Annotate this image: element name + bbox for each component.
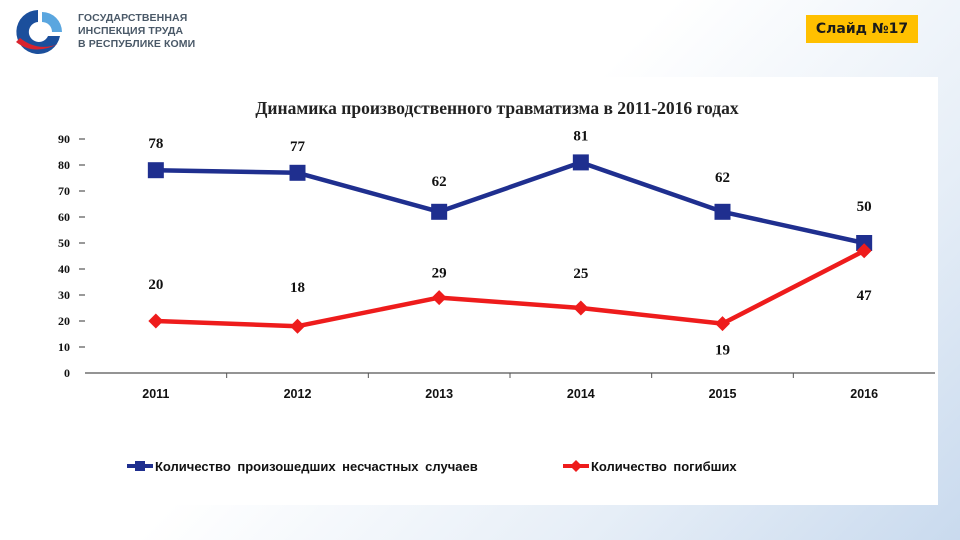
- y-tick-label: 30: [58, 288, 70, 302]
- series-line: [155, 160, 865, 246]
- line-chart: Динамика производственного травматизма в…: [58, 98, 935, 474]
- y-tick-label: 60: [58, 210, 70, 224]
- data-label: 29: [432, 266, 447, 282]
- data-point-marker: [856, 243, 872, 259]
- data-label: 47: [857, 288, 873, 304]
- data-label: 78: [148, 136, 163, 152]
- y-tick-label: 20: [58, 314, 70, 328]
- logo: ГОСУДАРСТВЕННАЯ ИНСПЕКЦИЯ ТРУДА В РЕСПУБ…: [8, 6, 208, 58]
- data-point-marker: [572, 154, 589, 171]
- data-label: 81: [573, 128, 588, 144]
- logo-line: В РЕСПУБЛИКЕ КОМИ: [78, 38, 196, 50]
- legend-label: Количество погибших: [591, 459, 737, 474]
- x-tick-label: 2016: [850, 387, 878, 401]
- y-tick-label: 0: [64, 366, 70, 380]
- x-tick-label: 2011: [142, 387, 169, 401]
- data-point-marker: [715, 316, 730, 332]
- data-label: 18: [290, 280, 305, 296]
- data-point-marker: [147, 162, 164, 179]
- y-tick-label: 40: [58, 262, 70, 276]
- data-point-marker: [289, 164, 306, 181]
- data-point-marker: [431, 203, 448, 220]
- data-label: 77: [290, 139, 306, 155]
- slide-number-badge: Слайд №17: [806, 15, 918, 43]
- data-label: 19: [715, 343, 730, 359]
- data-label: 50: [857, 199, 872, 215]
- legend-label: Количество произошедших несчастных случа…: [155, 459, 478, 474]
- data-label: 20: [148, 277, 163, 293]
- data-label: 25: [573, 266, 588, 282]
- data-point-marker: [148, 313, 164, 329]
- x-tick-label: 2014: [567, 387, 595, 401]
- y-tick-label: 10: [58, 340, 70, 354]
- data-point-marker: [856, 235, 873, 251]
- data-label: 62: [715, 170, 730, 186]
- data-labels: 78 77 62 81 62 50 20 18 29 25 19 47: [148, 128, 872, 358]
- series-line: [155, 248, 866, 329]
- logo-emblem-icon: [16, 10, 62, 54]
- y-axis: 0 10 20 30 40 50 60 70 80 90: [58, 132, 85, 380]
- y-tick-label: 50: [58, 236, 70, 250]
- data-point-marker: [714, 203, 731, 220]
- y-tick-label: 80: [58, 158, 70, 172]
- x-axis: 2011 2012 2013 2014 2015 2016: [85, 372, 935, 401]
- data-point-marker: [573, 300, 589, 316]
- legend-marker: [135, 461, 145, 471]
- logo-text: ГОСУДАРСТВЕННАЯ ИНСПЕКЦИЯ ТРУДА В РЕСПУБ…: [78, 12, 213, 51]
- x-tick-label: 2012: [284, 387, 312, 401]
- series-layer: [147, 154, 873, 334]
- chart-title: Динамика производственного травматизма в…: [255, 98, 738, 118]
- data-point-marker: [290, 318, 305, 334]
- y-tick-label: 90: [58, 132, 70, 146]
- chart-panel: Динамика производственного травматизма в…: [35, 77, 938, 505]
- legend-marker: [570, 460, 582, 472]
- logo-line: ИНСПЕКЦИЯ ТРУДА: [78, 25, 184, 37]
- y-tick-label: 70: [58, 184, 70, 198]
- data-point-marker: [431, 290, 447, 306]
- data-label: 62: [432, 174, 447, 190]
- chart-legend: Количество произошедших несчастных случа…: [127, 459, 737, 474]
- logo-line: ГОСУДАРСТВЕННАЯ: [78, 12, 188, 24]
- x-tick-label: 2015: [709, 387, 737, 401]
- x-tick-label: 2013: [425, 387, 453, 401]
